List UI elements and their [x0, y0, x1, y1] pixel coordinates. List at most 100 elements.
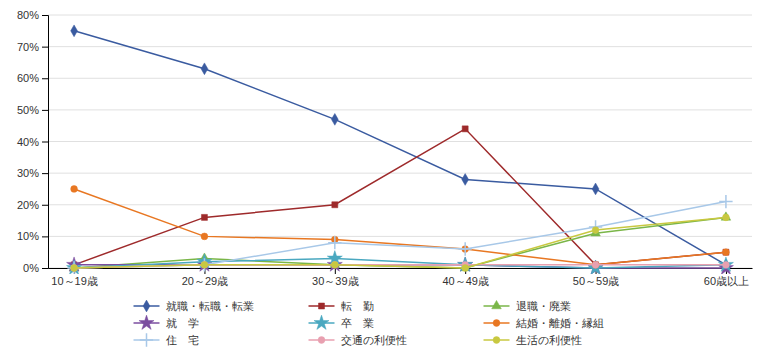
legend-item: 退職・廃業 [484, 300, 571, 313]
x-axis: 10～19歳20～29歳30～39歳40～49歳50～59歳60歳以上 [49, 268, 753, 287]
legend: 就職・転職・転業 転 勤 退職・廃業就 学 卒 業 結婚・離婚・縁組住 宅 交通の利便性 生… [134, 300, 604, 347]
legend-label: 結婚・離婚・縁組 [515, 317, 604, 330]
point [71, 186, 78, 193]
series-line [74, 202, 726, 268]
y-tick-label: 10% [17, 230, 39, 242]
grid-line [48, 15, 752, 16]
point [592, 183, 599, 195]
x-tick: 30～39歳 [312, 268, 358, 287]
y-tick-label: 20% [17, 199, 39, 211]
legend-swatch-marker [319, 303, 325, 309]
point [67, 260, 82, 274]
y-tick-label: 60% [17, 72, 39, 84]
y-tick: 80% [17, 9, 48, 21]
point [721, 212, 731, 220]
point [201, 261, 208, 268]
series-markers [71, 25, 730, 271]
x-tick-label: 60歳以上 [704, 275, 749, 287]
x-tick-label: 40～49歳 [442, 275, 488, 287]
legend-item: 就 学 [134, 315, 199, 330]
legend-item: 卒 業 [309, 315, 374, 330]
y-tick: 30% [17, 167, 48, 179]
y-tick-mark [42, 142, 48, 143]
y-tick: 20% [17, 199, 48, 211]
legend-item: 転 勤 [309, 300, 374, 313]
y-axis-line [42, 16, 49, 269]
point [723, 249, 730, 256]
point [462, 126, 468, 132]
point [718, 257, 733, 271]
y-tick: 50% [17, 104, 48, 116]
y-tick-label: 30% [17, 167, 39, 179]
point [593, 262, 599, 268]
y-tick-mark [42, 268, 48, 269]
legend-swatch-marker [143, 300, 150, 312]
y-tick-label: 70% [17, 41, 39, 53]
point [331, 261, 338, 268]
grid-line [48, 78, 752, 79]
point [460, 262, 470, 270]
x-tick-label: 20～29歳 [182, 275, 228, 287]
y-tick: 70% [17, 41, 48, 53]
grid-line [48, 109, 752, 110]
point [588, 260, 603, 274]
legend-item: 就職・転職・転業 [134, 300, 254, 313]
point [201, 63, 208, 75]
point [592, 261, 599, 268]
y-tick-mark [42, 173, 48, 174]
point [719, 195, 732, 208]
point [723, 261, 730, 268]
point [71, 265, 78, 272]
series-line [74, 129, 726, 265]
point [328, 236, 341, 249]
y-tick-mark [42, 236, 48, 237]
point [331, 113, 338, 125]
y-tick: 60% [17, 72, 48, 84]
legend-item: 交通の利便性 [309, 334, 407, 347]
legend-item: 生活の利便性 [484, 334, 582, 347]
legend-swatch-marker [492, 300, 502, 308]
point [723, 214, 730, 221]
series-markers [67, 195, 732, 274]
point [588, 260, 603, 274]
point [201, 233, 208, 240]
point [71, 265, 78, 272]
series-group [67, 25, 734, 274]
point [462, 265, 469, 272]
legend-label: 卒 業 [341, 317, 374, 330]
y-tick-label: 0% [23, 262, 39, 274]
point [459, 242, 472, 255]
grid-line [48, 141, 752, 142]
legend-label: 転 勤 [341, 300, 374, 313]
legend-item: 住 宅 [134, 333, 199, 347]
point [462, 174, 469, 186]
grid-line [48, 173, 752, 174]
legend-label: 退職・廃業 [516, 300, 571, 313]
series-markers [71, 126, 729, 268]
y-tick-mark [42, 110, 48, 111]
point [723, 249, 729, 255]
grid [48, 15, 752, 268]
y-tick-mark [42, 47, 48, 48]
x-tick-label: 50～59歳 [573, 275, 619, 287]
point [332, 202, 338, 208]
point [458, 257, 473, 271]
legend-label: 就 学 [166, 317, 199, 330]
plot: 0%10%20%30%40%50%60%70%80%10～19歳20～29歳30… [17, 9, 753, 287]
point [71, 25, 78, 37]
y-tick: 0% [23, 262, 48, 274]
point [591, 228, 601, 236]
y-tick-mark [42, 15, 48, 16]
y-tick-mark [42, 205, 48, 206]
point [458, 257, 473, 271]
legend-swatch-marker [139, 315, 154, 329]
legend-label: 生活の利便性 [516, 334, 582, 347]
x-tick-label: 30～39歳 [312, 275, 358, 287]
point [201, 261, 208, 268]
y-tick: 10% [17, 230, 48, 242]
series-markers [71, 214, 730, 271]
y-axis: 0%10%20%30%40%50%60%70%80% [17, 9, 49, 274]
point [331, 261, 338, 268]
chart: 0%10%20%30%40%50%60%70%80%10～19歳20～29歳30… [0, 0, 772, 360]
point [592, 261, 599, 268]
